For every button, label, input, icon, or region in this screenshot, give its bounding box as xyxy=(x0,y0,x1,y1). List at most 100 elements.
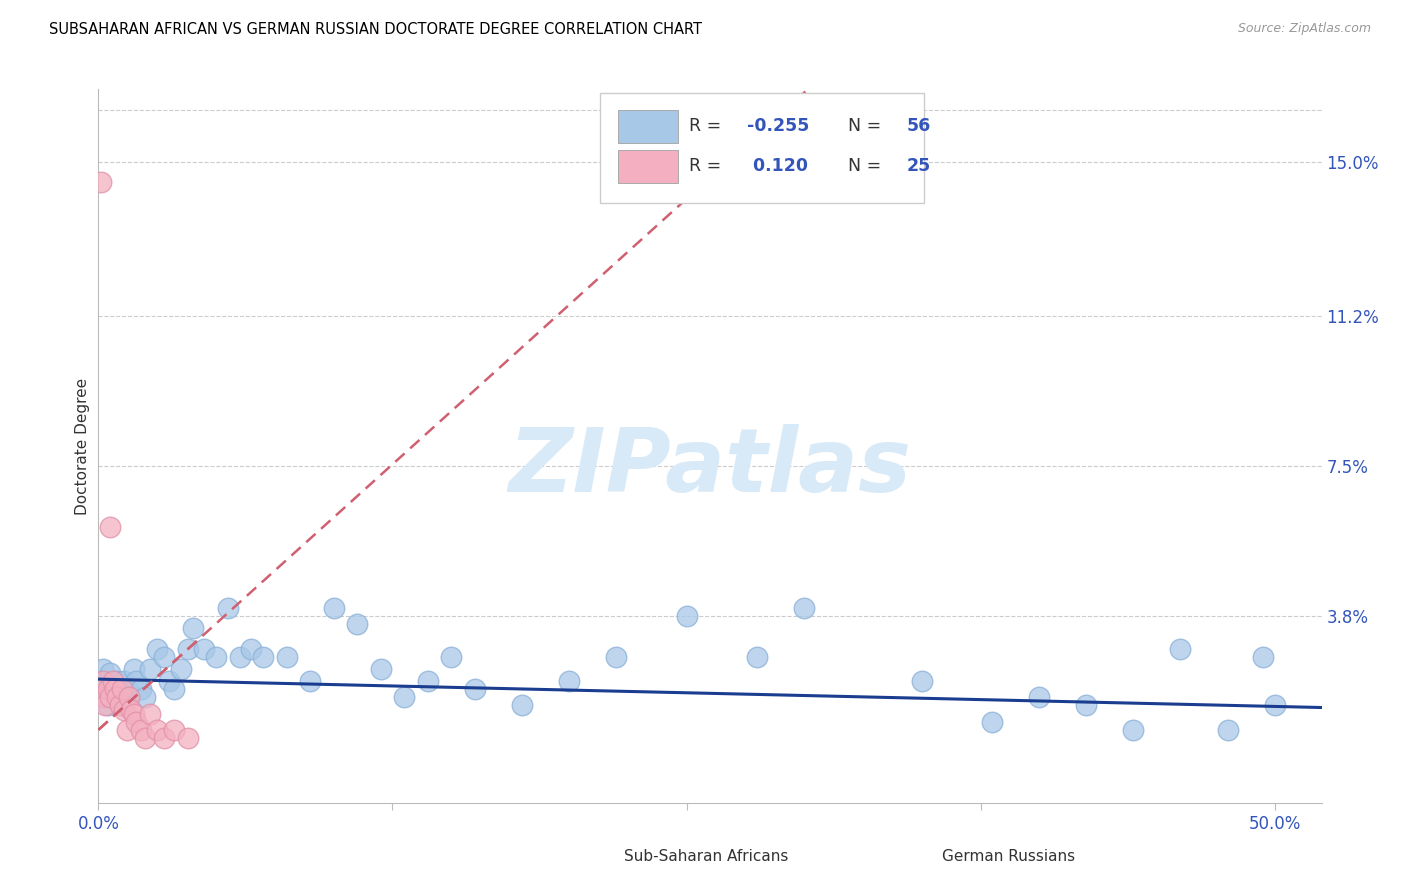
Point xyxy=(108,698,131,713)
Point xyxy=(94,690,117,705)
Point xyxy=(105,674,128,689)
Text: N =: N = xyxy=(848,157,887,175)
FancyBboxPatch shape xyxy=(619,150,678,183)
Point xyxy=(125,674,148,689)
Point xyxy=(240,641,263,656)
Point xyxy=(163,723,186,737)
Point xyxy=(129,723,152,737)
Point xyxy=(440,649,463,664)
Point xyxy=(793,601,815,615)
Point xyxy=(205,649,228,664)
Text: German Russians: German Russians xyxy=(942,849,1076,863)
Point xyxy=(122,706,145,721)
Point xyxy=(97,682,120,697)
Point xyxy=(346,617,368,632)
Point xyxy=(115,723,138,737)
Point xyxy=(181,622,204,636)
Point xyxy=(105,690,128,705)
Point xyxy=(228,649,250,664)
Point xyxy=(252,649,274,664)
Point xyxy=(1264,698,1286,713)
Point xyxy=(90,674,112,689)
Point xyxy=(94,698,117,713)
Point xyxy=(122,662,145,676)
Point xyxy=(177,641,200,656)
Point xyxy=(115,682,138,697)
Point xyxy=(981,714,1004,729)
Point xyxy=(605,649,627,664)
Point xyxy=(1028,690,1050,705)
Point xyxy=(392,690,416,705)
Point xyxy=(153,731,176,745)
Point xyxy=(299,674,322,689)
Point xyxy=(146,641,169,656)
Point xyxy=(416,674,439,689)
Point xyxy=(193,641,215,656)
Text: 56: 56 xyxy=(907,118,931,136)
Point xyxy=(91,662,114,676)
Text: R =: R = xyxy=(689,157,727,175)
Point xyxy=(1170,641,1192,656)
FancyBboxPatch shape xyxy=(561,844,612,869)
Point xyxy=(370,662,392,676)
FancyBboxPatch shape xyxy=(619,110,678,143)
Point xyxy=(157,674,180,689)
Text: N =: N = xyxy=(848,118,887,136)
Y-axis label: Doctorate Degree: Doctorate Degree xyxy=(75,377,90,515)
FancyBboxPatch shape xyxy=(879,844,931,869)
Point xyxy=(97,698,120,713)
Point xyxy=(129,682,152,697)
Point xyxy=(101,674,124,689)
Point xyxy=(464,682,486,697)
Text: 0.120: 0.120 xyxy=(747,157,807,175)
Point xyxy=(134,690,156,705)
Point xyxy=(177,731,200,745)
Point xyxy=(139,662,162,676)
Point xyxy=(98,666,121,681)
Point xyxy=(111,698,134,713)
Text: SUBSAHARAN AFRICAN VS GERMAN RUSSIAN DOCTORATE DEGREE CORRELATION CHART: SUBSAHARAN AFRICAN VS GERMAN RUSSIAN DOC… xyxy=(49,22,702,37)
Point xyxy=(153,649,176,664)
Point xyxy=(675,609,697,624)
Point xyxy=(104,682,127,697)
Point xyxy=(911,674,934,689)
Text: Sub-Saharan Africans: Sub-Saharan Africans xyxy=(624,849,789,863)
Point xyxy=(94,682,117,697)
Point xyxy=(1076,698,1098,713)
Text: R =: R = xyxy=(689,118,727,136)
Text: Source: ZipAtlas.com: Source: ZipAtlas.com xyxy=(1237,22,1371,36)
Point xyxy=(118,690,141,705)
Point xyxy=(217,601,239,615)
Text: -0.255: -0.255 xyxy=(747,118,808,136)
Point xyxy=(104,690,127,705)
Point xyxy=(322,601,344,615)
Point xyxy=(111,682,134,697)
Point xyxy=(558,674,581,689)
Point xyxy=(745,649,768,664)
Point xyxy=(112,674,135,689)
Point xyxy=(118,690,141,705)
Point xyxy=(139,706,162,721)
Point xyxy=(163,682,186,697)
Point xyxy=(91,674,114,689)
Point xyxy=(170,662,193,676)
Text: 25: 25 xyxy=(907,157,931,175)
Point xyxy=(125,714,148,729)
Point xyxy=(90,176,112,190)
Point xyxy=(91,690,114,705)
Point xyxy=(112,702,135,716)
Point xyxy=(510,698,533,713)
Point xyxy=(120,702,142,716)
Point xyxy=(98,690,121,705)
Point xyxy=(1122,723,1144,737)
Point xyxy=(1251,649,1274,664)
Point xyxy=(134,731,156,745)
Point xyxy=(276,649,298,664)
Text: ZIPatlas: ZIPatlas xyxy=(509,424,911,511)
Point xyxy=(98,520,121,534)
Point xyxy=(101,682,124,697)
Point xyxy=(1216,723,1239,737)
Point xyxy=(108,682,131,697)
FancyBboxPatch shape xyxy=(600,93,924,203)
Point xyxy=(146,723,169,737)
